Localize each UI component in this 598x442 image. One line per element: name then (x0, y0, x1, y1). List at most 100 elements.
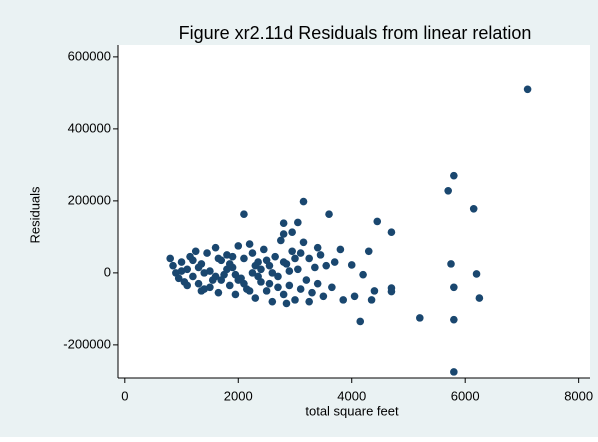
point (262, 287, 271, 295)
point (325, 210, 333, 218)
point (279, 290, 288, 299)
point (265, 279, 274, 288)
point (257, 265, 265, 274)
y-tick-label: -200000 (63, 336, 111, 351)
point (225, 281, 234, 290)
point (444, 187, 452, 195)
point (305, 297, 313, 306)
point (169, 261, 177, 270)
point (469, 205, 478, 213)
point (240, 279, 248, 288)
point (271, 252, 279, 261)
point (194, 279, 203, 288)
point (447, 260, 455, 268)
point (373, 217, 382, 226)
x-tick-label: 2000 (224, 388, 253, 403)
y-tick-label: 0 (104, 264, 111, 279)
point (294, 218, 302, 227)
point (308, 288, 316, 297)
point (183, 281, 192, 290)
point (245, 240, 254, 248)
y-tick-label: 600000 (68, 48, 111, 63)
point (245, 287, 254, 295)
point (225, 260, 234, 268)
point (387, 287, 396, 296)
point (302, 276, 311, 284)
point (296, 249, 305, 257)
point (450, 283, 458, 292)
point (211, 272, 220, 281)
point (475, 294, 484, 302)
point (279, 258, 288, 266)
point (364, 247, 373, 256)
point (248, 269, 257, 277)
x-tick-label: 6000 (451, 388, 480, 403)
point (174, 274, 183, 283)
point (339, 296, 348, 304)
point (472, 270, 481, 278)
point (254, 272, 262, 281)
point (166, 254, 174, 263)
point (262, 256, 271, 265)
x-axis-label: total square feet (305, 403, 399, 418)
point (203, 249, 211, 257)
point (319, 292, 328, 301)
point (251, 294, 260, 302)
point (296, 285, 305, 293)
point (268, 269, 277, 277)
point (294, 265, 302, 274)
point (240, 254, 248, 263)
point (285, 281, 294, 290)
x-tick-label: 4000 (337, 388, 366, 403)
point (336, 245, 345, 254)
point (288, 228, 296, 236)
point (177, 258, 186, 266)
point (279, 219, 288, 227)
y-tick-label: 200000 (68, 192, 111, 207)
point (274, 272, 282, 281)
point (285, 267, 294, 275)
point (214, 288, 223, 297)
point (189, 256, 197, 265)
point (370, 287, 379, 295)
point (350, 292, 359, 301)
point (367, 296, 376, 304)
point (356, 317, 365, 326)
point (359, 270, 367, 279)
point (189, 272, 197, 281)
point (313, 279, 322, 288)
point (200, 269, 209, 277)
point (234, 242, 243, 250)
point (387, 228, 396, 236)
point (214, 254, 223, 263)
plot-area (118, 45, 590, 378)
point (523, 85, 532, 94)
point (313, 243, 322, 252)
point (248, 249, 257, 257)
x-tick-label: 0 (121, 388, 128, 403)
point (259, 245, 268, 254)
point (450, 315, 458, 324)
point (206, 283, 214, 292)
point (288, 247, 296, 256)
point (450, 171, 458, 180)
point (194, 263, 203, 272)
point (347, 261, 356, 269)
point (299, 238, 308, 247)
point (231, 290, 240, 299)
point (191, 247, 200, 256)
chart-title: Figure xr2.11d Residuals from linear rel… (179, 23, 532, 43)
point (251, 261, 260, 270)
point (177, 267, 186, 275)
point (197, 287, 206, 295)
point (231, 270, 240, 279)
x-tick-label: 8000 (564, 388, 593, 403)
point (316, 251, 325, 259)
point (299, 197, 308, 206)
point (330, 258, 339, 266)
point (311, 263, 319, 272)
point (291, 254, 299, 263)
point (322, 261, 331, 270)
